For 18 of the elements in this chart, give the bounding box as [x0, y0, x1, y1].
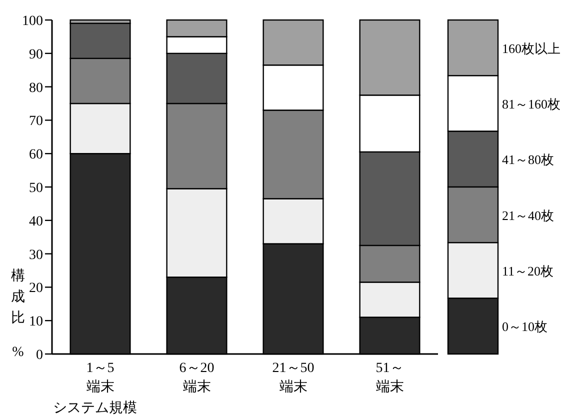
x-tick-label: 1～5端末	[86, 361, 114, 395]
y-tick-label: 80	[29, 80, 43, 96]
text: 構成比%	[11, 269, 25, 360]
legend: 160枚以上 81～160枚 41～80枚 21～40枚 11～20枚 0～10枚	[447, 19, 560, 355]
x-tick-label: 6～20端末	[179, 361, 214, 395]
x-tick-label: 51～端末	[376, 361, 404, 395]
y-tick-label: 70	[29, 114, 43, 130]
y-tick-label: 40	[29, 214, 43, 230]
y-tick-label: 10	[29, 314, 43, 330]
x-tick-label: 21～50端末	[272, 361, 314, 395]
y-tick-label: 90	[29, 47, 43, 62]
y-tick-label: 60	[29, 148, 43, 163]
x-axis-title: システム規模	[53, 400, 137, 416]
y-tick-label: 20	[29, 281, 43, 296]
y-tick-label: 50	[29, 181, 43, 196]
y-tick-label: 30	[29, 248, 43, 263]
y-tick-label: 100	[22, 14, 43, 29]
y-tick-label: 0	[36, 348, 43, 363]
